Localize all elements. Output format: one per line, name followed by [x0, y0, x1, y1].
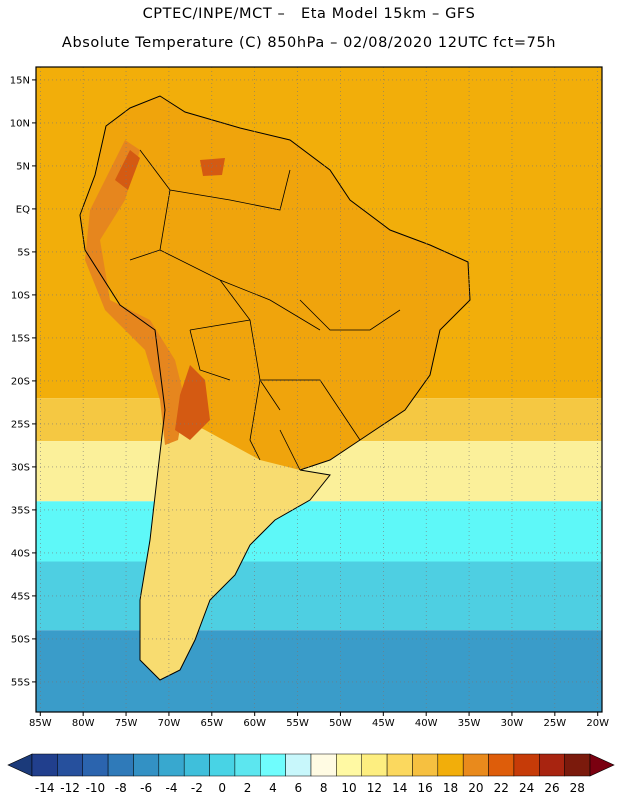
lat-tick-label: 5S	[17, 247, 30, 258]
colorbar-label: 18	[443, 781, 458, 795]
colorbar-label: 28	[570, 781, 585, 795]
lon-tick-label: 55W	[286, 718, 309, 729]
colorbar-swatch	[564, 753, 591, 777]
lon-tick-label: 70W	[158, 718, 181, 729]
colorbar-label: -4	[166, 781, 178, 795]
colorbar-label: 14	[392, 781, 407, 795]
colorbar-swatch	[209, 753, 236, 777]
lon-tick-label: 40W	[415, 718, 438, 729]
colorbar-swatch	[82, 753, 109, 777]
lat-tick-label: 45S	[11, 591, 30, 602]
colorbar-swatch	[386, 753, 413, 777]
coastline	[79, 95, 471, 681]
temperature-colorbar: -14 -12 -10 -8 -6 -4 -2 0 2 4 6 8 10 12 14 16 18 20 22 24 26…	[7, 753, 615, 795]
colorbar-swatch	[488, 753, 515, 777]
colorbar-swatch	[336, 753, 362, 777]
map-title-line1: CPTEC/INPE/MCT – Eta Model 15km – GFS	[142, 6, 476, 22]
colorbar-swatch	[107, 753, 134, 777]
colorbar-swatch	[437, 753, 464, 777]
colorbar-label: 20	[468, 781, 483, 795]
lat-tick-label: 50S	[11, 634, 30, 645]
lon-tick-label: 30W	[501, 718, 524, 729]
colorbar-swatch	[260, 753, 286, 777]
colorbar-label: 24	[519, 781, 534, 795]
lat-tick-label: 40S	[11, 548, 30, 559]
colorbar-swatch	[361, 753, 388, 777]
colorbar-label: 6	[294, 781, 302, 795]
colorbar-swatch	[513, 753, 540, 777]
lat-tick-label: 15N	[10, 75, 30, 86]
lat-tick-label: 5N	[16, 161, 30, 172]
colorbar-label: 4	[269, 781, 277, 795]
lat-tick-label: 55S	[11, 677, 30, 688]
lat-tick-label: 10N	[10, 118, 30, 129]
colorbar-label: -12	[60, 781, 80, 795]
colorbar-label: 12	[367, 781, 382, 795]
lat-tick-label: 25S	[11, 419, 30, 430]
lon-tick-label: 80W	[72, 718, 95, 729]
axis-ticks: 15N 10N 5N EQ 5S 10S 15S 20S 25S 30S 35S 40S 45S 50S 5…	[10, 75, 609, 729]
lon-tick-label: 65W	[200, 718, 223, 729]
colorbar-swatch	[539, 753, 565, 777]
colorbar-label: -10	[86, 781, 106, 795]
temperature-band-5	[36, 630, 602, 712]
map-canvas	[36, 67, 602, 712]
colorbar-swatch	[412, 753, 439, 777]
lon-tick-label: 60W	[243, 718, 266, 729]
colorbar-label: 16	[417, 781, 432, 795]
lon-tick-label: 20W	[586, 718, 609, 729]
colorbar-label: 2	[244, 781, 252, 795]
colorbar-label: -8	[115, 781, 127, 795]
colorbar-swatch	[310, 753, 337, 777]
temperature-band-3	[36, 501, 602, 562]
lat-tick-label: 35S	[11, 505, 30, 516]
colorbar-label: 8	[320, 781, 328, 795]
colorbar-swatch	[234, 753, 261, 777]
colorbar-label: 10	[341, 781, 356, 795]
lon-tick-label: 85W	[29, 718, 52, 729]
colorbar-label: -6	[140, 781, 152, 795]
lat-tick-label: EQ	[16, 204, 30, 215]
colorbar-swatch	[133, 753, 160, 777]
colorbar-swatch	[57, 753, 83, 777]
lat-tick-label: 15S	[11, 333, 30, 344]
temperature-band-4	[36, 561, 602, 631]
lat-tick-label: 20S	[11, 376, 30, 387]
colorbar-swatch	[31, 753, 58, 777]
colorbar-label: -2	[191, 781, 203, 795]
colorbar-swatch	[462, 753, 489, 777]
lon-tick-label: 75W	[115, 718, 138, 729]
lat-tick-label: 30S	[11, 462, 30, 473]
lon-tick-label: 25W	[544, 718, 567, 729]
colorbar-swatch	[183, 753, 210, 777]
colorbar-under-arrow	[7, 753, 33, 777]
lon-tick-label: 35W	[458, 718, 481, 729]
lat-tick-label: 10S	[11, 290, 30, 301]
colorbar-label: -14	[35, 781, 55, 795]
colorbar-label: 22	[494, 781, 509, 795]
lon-tick-label: 45W	[372, 718, 395, 729]
country-borders	[129, 149, 401, 471]
colorbar-swatch	[285, 753, 312, 777]
map-title-line2: Absolute Temperature (C) 850hPa – 02/08/…	[61, 35, 557, 51]
colorbar-label: 0	[218, 781, 226, 795]
land-southern-cone	[140, 410, 330, 680]
lon-tick-label: 50W	[329, 718, 352, 729]
colorbar-label: 26	[544, 781, 559, 795]
colorbar-over-arrow	[589, 753, 615, 777]
colorbar-swatch	[158, 753, 185, 777]
map-frame	[35, 66, 603, 713]
